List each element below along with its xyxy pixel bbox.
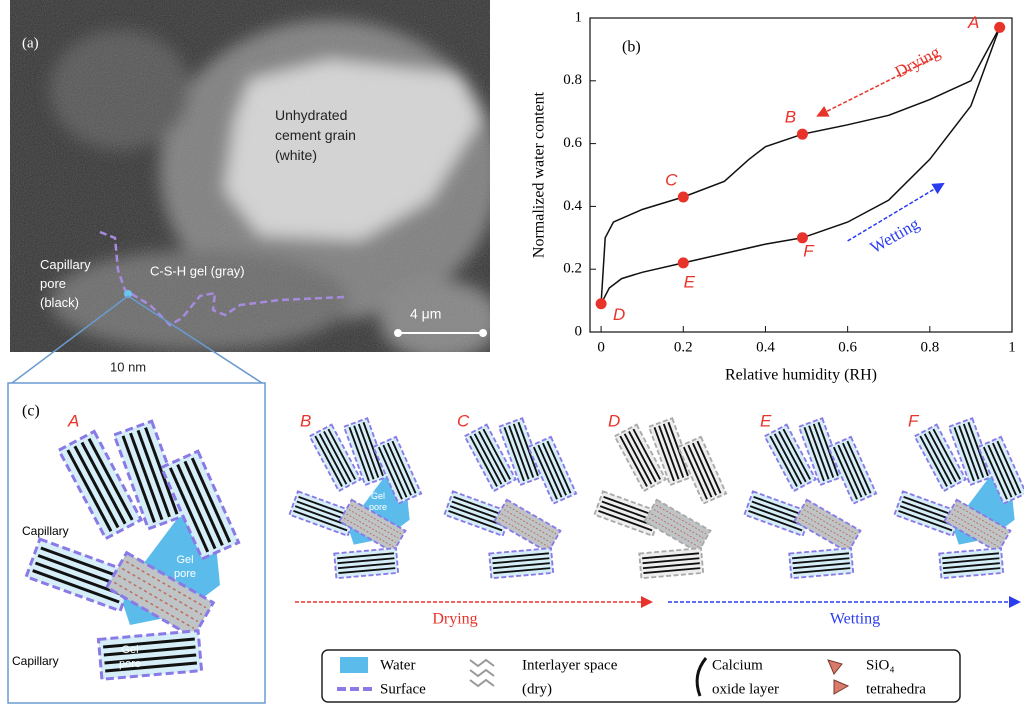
drying-annotation: Drying xyxy=(892,42,944,82)
figure: (a) Unhydrated cement grain (white) Capi… xyxy=(0,0,1024,704)
grain-label-line: cement grain xyxy=(275,127,356,143)
point-label: E xyxy=(684,272,696,291)
layer-stack xyxy=(494,500,560,552)
panel-label: (a) xyxy=(22,35,39,51)
layer-stack xyxy=(789,548,853,578)
gel-pore-line: pore xyxy=(369,502,387,512)
point xyxy=(596,298,607,309)
stack-outline xyxy=(494,500,560,552)
csh-diagram xyxy=(594,418,726,578)
scale-bar-label: 4 μm xyxy=(410,306,441,322)
drying-label: Drying xyxy=(432,611,477,628)
y-tick-label: 0.6 xyxy=(563,135,582,151)
legend-text: oxide layer xyxy=(712,681,779,697)
state-label: A xyxy=(67,411,79,430)
legend-text: Interlayer space xyxy=(522,657,618,673)
capillary-label: Capillary xyxy=(22,524,69,538)
layer-stack xyxy=(489,548,553,578)
x-tick-label: 1 xyxy=(1008,339,1016,355)
legend-text: (dry) xyxy=(522,681,552,697)
point xyxy=(994,22,1005,33)
gel-pore-line: Gel xyxy=(121,644,138,656)
csh-diagram xyxy=(744,418,876,578)
point xyxy=(797,129,808,140)
point xyxy=(678,257,689,268)
state-label: B xyxy=(300,411,311,430)
capillary-label: Capillary xyxy=(12,654,59,668)
page: { "panel_a": { "label": "(a)", "grain_la… xyxy=(0,0,1024,704)
x-tick-label: 0.2 xyxy=(674,339,693,355)
state-label: D xyxy=(608,411,620,430)
point-label: D xyxy=(613,305,625,324)
point-label: A xyxy=(967,13,979,32)
layer-stack xyxy=(644,500,710,552)
wetting-curve xyxy=(601,27,1000,303)
y-tick-label: 0.2 xyxy=(563,261,582,277)
grain-label-line: (white) xyxy=(275,147,317,163)
legend-text: Water xyxy=(380,657,415,673)
panel-label: (b) xyxy=(622,39,641,56)
drying-curve xyxy=(601,27,1000,303)
layer-stack xyxy=(794,500,860,552)
y-tick-label: 0.8 xyxy=(563,72,582,88)
legend-text: SiO₄ xyxy=(866,657,895,673)
state-label: E xyxy=(760,411,772,430)
layer-stack xyxy=(98,631,201,680)
csh-diagram xyxy=(444,418,576,578)
csh-diagram xyxy=(26,421,238,679)
grain-label-line: Unhydrated xyxy=(275,107,347,123)
gel-pore-label: Gelpore xyxy=(369,491,387,512)
x-axis-label: Relative humidity (RH) xyxy=(725,367,877,384)
point-label: B xyxy=(785,108,796,127)
point xyxy=(678,191,689,202)
layer-stack xyxy=(639,548,703,578)
layer-stack xyxy=(334,548,398,578)
stack-outline xyxy=(794,500,860,552)
pore-label-line: Capillary xyxy=(40,257,91,272)
state-label: C xyxy=(457,411,470,430)
gel-label: C-S-H gel (gray) xyxy=(150,263,245,278)
gel-pore-line: Gel xyxy=(176,554,193,566)
point-label: F xyxy=(803,241,815,260)
diagrams: A B C D E F xyxy=(26,411,1024,679)
y-tick-label: 0.4 xyxy=(563,198,582,214)
gel-pore-line: pore xyxy=(174,568,196,580)
gel-pore-line: Gel xyxy=(371,491,385,501)
csh-diagram xyxy=(894,418,1024,578)
x-tick-label: 0.6 xyxy=(838,339,857,355)
plot-frame xyxy=(590,18,1012,332)
layer-stack xyxy=(939,548,1003,578)
wetting-label: Wetting xyxy=(830,611,880,628)
x-tick-label: 0 xyxy=(597,339,605,355)
y-tick-label: 0 xyxy=(575,323,583,339)
legend: Water Surface Interlayer space (dry) Cal… xyxy=(322,650,960,702)
x-tick-label: 0.8 xyxy=(920,339,939,355)
state-label: F xyxy=(908,411,920,430)
stack-outline xyxy=(644,500,710,552)
csh-diagram xyxy=(289,418,421,578)
y-axis-label: Normalized water content xyxy=(531,91,548,258)
wetting-annotation: Wetting xyxy=(867,214,923,257)
x-tick-label: 0.4 xyxy=(756,339,775,355)
gel-pore-line: pore xyxy=(119,658,141,670)
pore-label-line: (black) xyxy=(40,295,79,310)
legend-text: tetrahedra xyxy=(866,681,926,697)
zoom-label: 10 nm xyxy=(110,359,146,374)
point-label: C xyxy=(665,170,678,189)
legend-text: Surface xyxy=(380,681,426,697)
legend-text: Calcium xyxy=(712,657,763,673)
pore-label-line: pore xyxy=(40,276,66,291)
y-tick-label: 1 xyxy=(575,9,583,25)
panel-label: (c) xyxy=(22,403,40,420)
sorption-chart: 0 0.2 0.4 0.6 0.8 1 0 0.2 0.4 0.6 0.8 1 Relative hum… xyxy=(531,9,1016,383)
